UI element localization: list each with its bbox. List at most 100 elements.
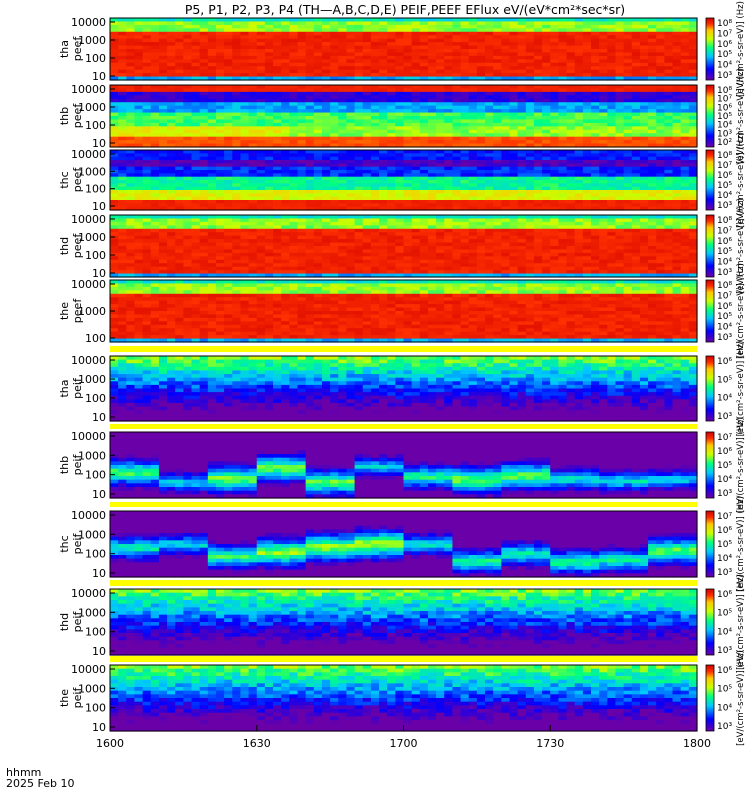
heatmap-cell bbox=[232, 273, 242, 278]
heatmap-cell bbox=[232, 66, 242, 71]
heatmap-cell bbox=[387, 28, 396, 33]
heatmap-cell bbox=[167, 88, 176, 93]
heatmap-cell bbox=[509, 76, 519, 81]
heatmap-cell bbox=[240, 133, 250, 138]
heatmap-cell bbox=[354, 180, 364, 184]
heatmap-cell bbox=[370, 259, 380, 264]
heatmap-cell bbox=[419, 76, 429, 81]
heatmap-cell bbox=[476, 140, 486, 145]
heatmap-cell bbox=[672, 18, 682, 23]
heatmap-cell bbox=[550, 52, 559, 57]
heatmap-cell bbox=[639, 196, 649, 201]
heatmap-cell bbox=[591, 206, 600, 211]
heatmap-cell bbox=[240, 42, 250, 47]
heatmap-cell bbox=[599, 105, 608, 110]
heatmap-cell bbox=[403, 256, 413, 261]
heatmap-cell bbox=[313, 193, 323, 198]
heatmap-cell bbox=[338, 136, 348, 141]
heatmap-cell bbox=[476, 76, 486, 81]
heatmap-cell bbox=[485, 153, 494, 158]
heatmap-cell bbox=[338, 49, 348, 54]
heatmap-cell bbox=[395, 235, 405, 240]
heatmap-cell bbox=[354, 196, 364, 201]
heatmap-cell bbox=[452, 225, 462, 230]
heatmap-cell bbox=[460, 249, 470, 254]
heatmap-cell bbox=[550, 228, 559, 233]
heatmap-cell bbox=[501, 69, 511, 74]
heatmap-cell bbox=[240, 143, 250, 148]
heatmap-cell bbox=[305, 24, 315, 29]
heatmap-cell bbox=[460, 88, 470, 93]
heatmap-cell bbox=[158, 266, 168, 271]
heatmap-cell bbox=[281, 256, 290, 261]
heatmap-cell bbox=[419, 242, 429, 247]
heatmap-cell bbox=[379, 150, 388, 154]
heatmap-cell bbox=[688, 18, 698, 23]
heatmap-cell bbox=[110, 196, 119, 201]
heatmap-cell bbox=[199, 62, 209, 67]
heatmap-cell bbox=[256, 102, 266, 107]
heatmap-cell bbox=[411, 126, 421, 131]
heatmap-cell bbox=[460, 156, 470, 161]
heatmap-cell bbox=[370, 52, 380, 57]
heatmap-cell bbox=[680, 186, 690, 191]
heatmap-cell bbox=[485, 49, 494, 54]
heatmap-cell bbox=[126, 160, 136, 164]
heatmap-cell bbox=[460, 112, 470, 117]
heatmap-cell bbox=[232, 31, 242, 36]
heatmap-cell bbox=[387, 156, 396, 161]
heatmap-cell bbox=[566, 143, 576, 148]
heatmap-cell bbox=[427, 246, 437, 251]
heatmap-cell bbox=[639, 119, 649, 124]
heatmap-cell bbox=[550, 105, 559, 110]
heatmap-cell bbox=[468, 42, 478, 47]
heatmap-cell bbox=[379, 196, 388, 201]
heatmap-cell bbox=[281, 129, 290, 134]
heatmap-cell bbox=[648, 59, 657, 64]
heatmap-cell bbox=[460, 62, 470, 67]
heatmap-cell bbox=[427, 273, 437, 278]
heatmap-cell bbox=[289, 242, 299, 247]
heatmap-cell bbox=[493, 270, 502, 275]
heatmap-cell bbox=[118, 143, 127, 148]
heatmap-cell bbox=[395, 249, 405, 254]
heatmap-cell bbox=[509, 176, 519, 181]
heatmap-cell bbox=[639, 203, 649, 208]
heatmap-cell bbox=[321, 49, 331, 54]
heatmap-cell bbox=[501, 252, 511, 257]
heatmap-cell bbox=[126, 42, 136, 47]
heatmap-cell bbox=[387, 42, 396, 47]
heatmap-cell bbox=[281, 186, 290, 191]
heatmap-cell bbox=[680, 24, 690, 29]
heatmap-cell bbox=[362, 206, 372, 211]
heatmap-cell bbox=[476, 270, 486, 275]
heatmap-cell bbox=[346, 176, 356, 181]
heatmap-cell bbox=[436, 235, 445, 240]
heatmap-cell bbox=[330, 156, 339, 161]
heatmap-cell bbox=[485, 140, 494, 145]
heatmap-cell bbox=[680, 59, 690, 64]
heatmap-cell bbox=[354, 18, 364, 23]
heatmap-cell bbox=[175, 200, 184, 204]
heatmap-cell bbox=[427, 55, 437, 60]
heatmap-cell bbox=[110, 49, 119, 54]
heatmap-cell bbox=[338, 85, 348, 90]
heatmap-cell bbox=[582, 215, 592, 220]
heatmap-cell bbox=[444, 91, 454, 96]
heatmap-cell bbox=[680, 66, 690, 71]
heatmap-cell bbox=[118, 24, 127, 29]
heatmap-cell bbox=[623, 73, 633, 78]
heatmap-cell bbox=[525, 66, 535, 71]
heatmap-cell bbox=[338, 59, 348, 64]
heatmap-cell bbox=[338, 239, 348, 244]
heatmap-cell bbox=[509, 88, 519, 93]
heatmap-cell bbox=[346, 140, 356, 145]
heatmap-cell bbox=[419, 69, 429, 74]
heatmap-cell bbox=[436, 246, 445, 251]
heatmap-cell bbox=[289, 35, 299, 40]
heatmap-cell bbox=[427, 225, 437, 230]
heatmap-cell bbox=[672, 35, 682, 40]
heatmap-cell bbox=[517, 85, 527, 90]
heatmap-cell bbox=[167, 76, 176, 81]
heatmap-cell bbox=[142, 193, 152, 198]
